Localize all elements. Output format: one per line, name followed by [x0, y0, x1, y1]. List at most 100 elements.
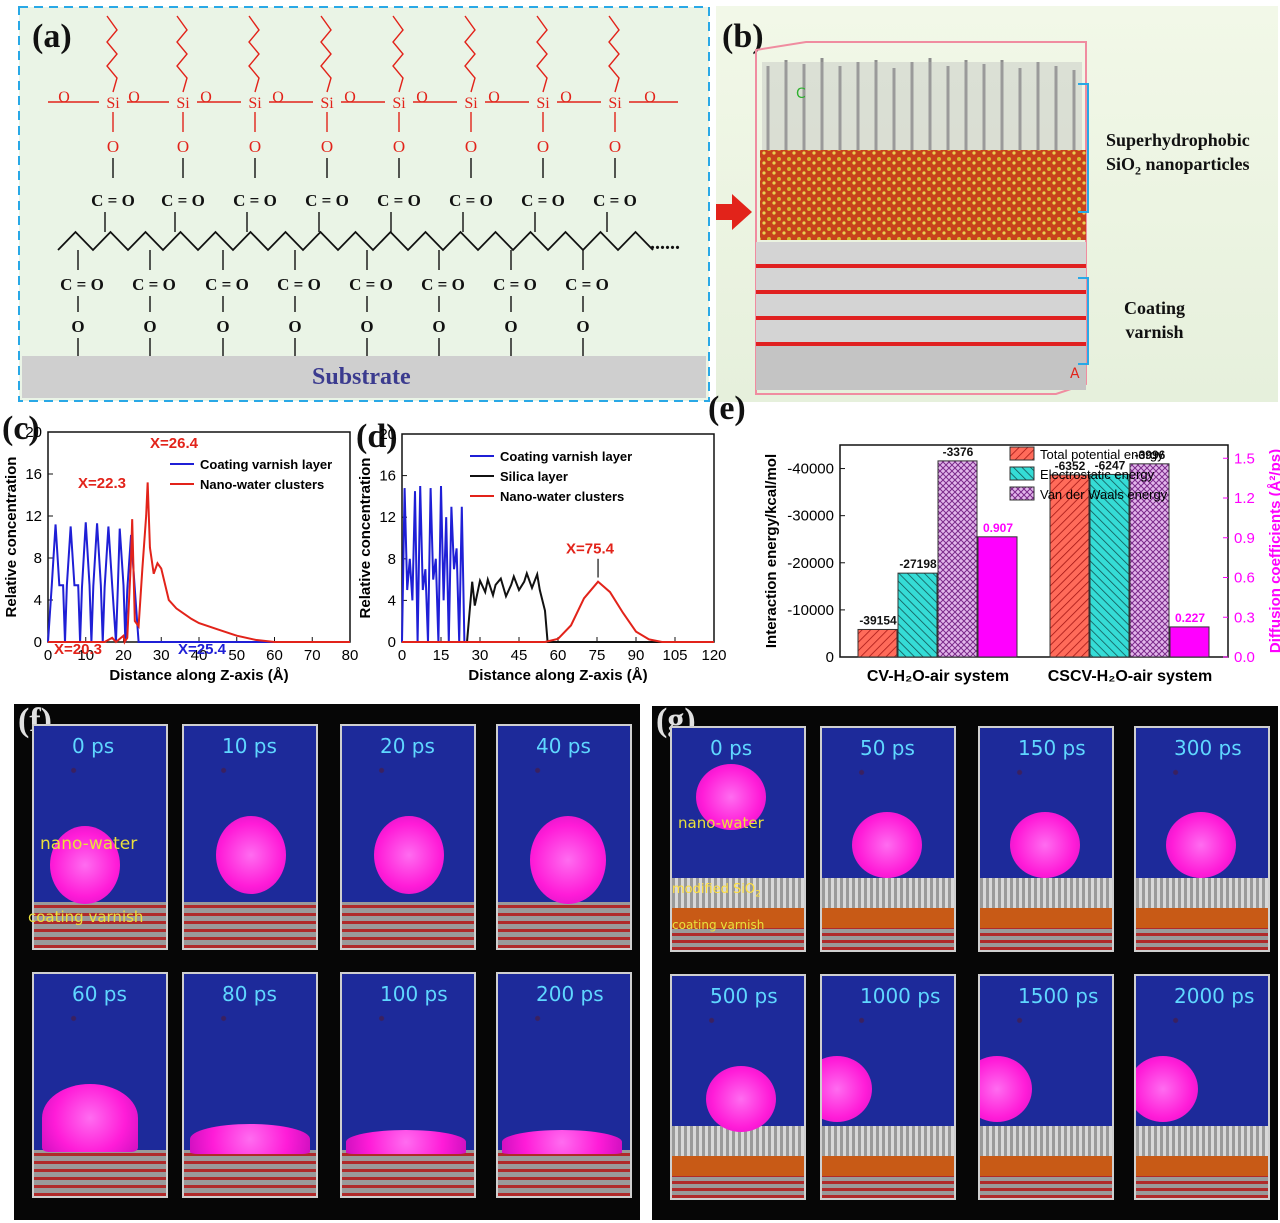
- panel-f: (f) 0 ps 10 ps 20 ps 40 ps 60 ps 80 ps 100 ps 2…: [14, 702, 640, 1220]
- bar-total-potential-energy: [1049, 474, 1090, 658]
- snapshot-frame: 60 ps: [32, 972, 168, 1198]
- si-atom: Si: [176, 95, 190, 112]
- legend-entry: Coating varnish layer: [500, 449, 632, 464]
- alkyl-chain: [536, 15, 548, 93]
- x-axis-label: Distance along Z-axis (Å): [109, 667, 288, 684]
- water-droplet: [980, 1056, 1032, 1122]
- legend-entry: Silica layer: [500, 469, 568, 484]
- x-tick-label: 15: [433, 647, 450, 664]
- snapshot-time-label: 300 ps: [1174, 736, 1242, 760]
- snapshot-time-label: 2000 ps: [1174, 984, 1255, 1008]
- si-atom: Si: [536, 95, 550, 112]
- y-tick-label: -10000: [787, 602, 834, 619]
- y2-tick-label: 0.0: [1234, 649, 1255, 666]
- f-nano-water-label: nano-water: [40, 834, 138, 854]
- series-line-1: [466, 570, 714, 643]
- water-droplet: [1166, 812, 1236, 878]
- snapshot-time-label: 0 ps: [710, 736, 753, 760]
- g-modified-silica-label: modified SiO2: [672, 882, 761, 900]
- snapshot-time-label: 80 ps: [222, 982, 277, 1006]
- snapshot-time-label: 60 ps: [72, 982, 127, 1006]
- si-bg: [601, 92, 629, 112]
- si-atom: Si: [392, 95, 406, 112]
- carbonyl: C = O: [161, 191, 205, 210]
- alkyl-chain: [464, 15, 476, 93]
- panel-a-label: (a): [32, 18, 72, 55]
- chart-d: 0 15 30 45 60 75 90 105 120 0 4 8 12 16 20 Distance alo…: [357, 426, 727, 684]
- f-coating-label: coating varnish: [28, 908, 144, 926]
- snapshot-time-label: 40 ps: [536, 734, 591, 758]
- x-tick-label: 20: [115, 647, 132, 664]
- y-tick-label: 8: [388, 551, 396, 568]
- snapshot-time-label: 10 ps: [222, 734, 277, 758]
- snapshot-frame: 500 ps: [670, 974, 806, 1200]
- bar-value-label: -3996: [1135, 448, 1166, 462]
- x-tick-label: 45: [511, 647, 528, 664]
- legend-entry: Electrostatic energy: [1040, 467, 1155, 482]
- water-droplet: [852, 812, 922, 878]
- bar-value-label: -39154: [859, 613, 897, 627]
- peak-annotation: X=20.3: [54, 641, 102, 658]
- snapshot-frame: 40 ps: [496, 724, 632, 950]
- oxygen-atom: O: [143, 317, 156, 336]
- x-tick-label: 120: [701, 647, 726, 664]
- water-droplet: [50, 826, 120, 904]
- oxygen-atom: O: [128, 89, 140, 106]
- legend-swatch: [1009, 486, 1035, 501]
- snapshot-time-label: 100 ps: [380, 982, 448, 1006]
- alkyl-chain: [248, 15, 260, 93]
- oxygen-atom: O: [288, 317, 301, 336]
- snapshot-frame: 150 ps: [978, 726, 1114, 952]
- y2-axis-label: Diffusion coefficients (Å²/ps): [1267, 449, 1280, 653]
- si-bg: [99, 92, 127, 112]
- x-tick-label: 75: [589, 647, 606, 664]
- bar-electrostatic-energy: [1089, 473, 1130, 658]
- y-tick-label: 20: [379, 426, 396, 443]
- bar-van-der-waals-energy: [937, 460, 978, 658]
- legend-swatch: [1009, 446, 1035, 461]
- y-axis-label: Interaction energy/kcal/mol: [763, 454, 780, 648]
- alkyl-chain: [320, 15, 332, 93]
- snapshot-frame: 0 ps: [670, 726, 806, 952]
- snapshot-frame: 100 ps: [340, 972, 476, 1198]
- panel-g: (g) 0 ps 50 ps 150 ps 300 ps 500 ps 1000 ps 15…: [652, 702, 1278, 1220]
- snapshot-frame: 20 ps: [340, 724, 476, 950]
- oxygen-atom: O: [272, 89, 284, 106]
- oxygen-atom: O: [432, 317, 445, 336]
- si-atom: Si: [608, 95, 622, 112]
- legend-entry: Nano-water clusters: [200, 477, 324, 492]
- oxygen-atom: O: [504, 317, 517, 336]
- x-tick-label: 10: [77, 647, 94, 664]
- carbonyl: C = O: [60, 275, 104, 294]
- y-axis-label: Relative concentration: [3, 457, 20, 618]
- y-tick-label: 4: [388, 592, 396, 609]
- x-axis-label: Distance along Z-axis (Å): [468, 667, 647, 684]
- y-tick-label: 0: [388, 634, 396, 651]
- panel-d-label: (d): [356, 418, 398, 455]
- coating-layer-label: Coating varnish: [1124, 298, 1186, 342]
- axis-c-label: C: [796, 86, 806, 102]
- series-line-0: [47, 522, 350, 643]
- si-atom: Si: [464, 95, 478, 112]
- y-tick-label: -20000: [787, 555, 834, 572]
- series-line-1: [48, 482, 350, 645]
- si-bg: [313, 92, 341, 112]
- carbonyl: C = O: [305, 191, 349, 210]
- alkyl-chain: [106, 15, 118, 93]
- si-bg: [241, 92, 269, 112]
- snapshot-frame: 1000 ps: [820, 974, 956, 1200]
- oxygen-atom: O: [107, 137, 119, 156]
- oxygen-atom: O: [216, 317, 229, 336]
- carbonyl: C = O: [493, 275, 537, 294]
- oxygen-atom: O: [360, 317, 373, 336]
- panel-b: (b): [716, 6, 1278, 402]
- substrate-label: Substrate: [312, 364, 411, 390]
- bar-value-label: 0.227: [1175, 611, 1205, 625]
- legend-swatch: [1009, 466, 1035, 481]
- si-atom: Si: [106, 95, 120, 112]
- chart-c: 0 10 20 30 40 50 60 70 80 0 4 8 12 16 20 Distance along…: [3, 424, 358, 684]
- y-tick-label: 0: [34, 634, 42, 651]
- polymer-backbone: [57, 230, 654, 252]
- x-tick-label: 30: [153, 647, 170, 664]
- x-tick-label: 0: [398, 647, 406, 664]
